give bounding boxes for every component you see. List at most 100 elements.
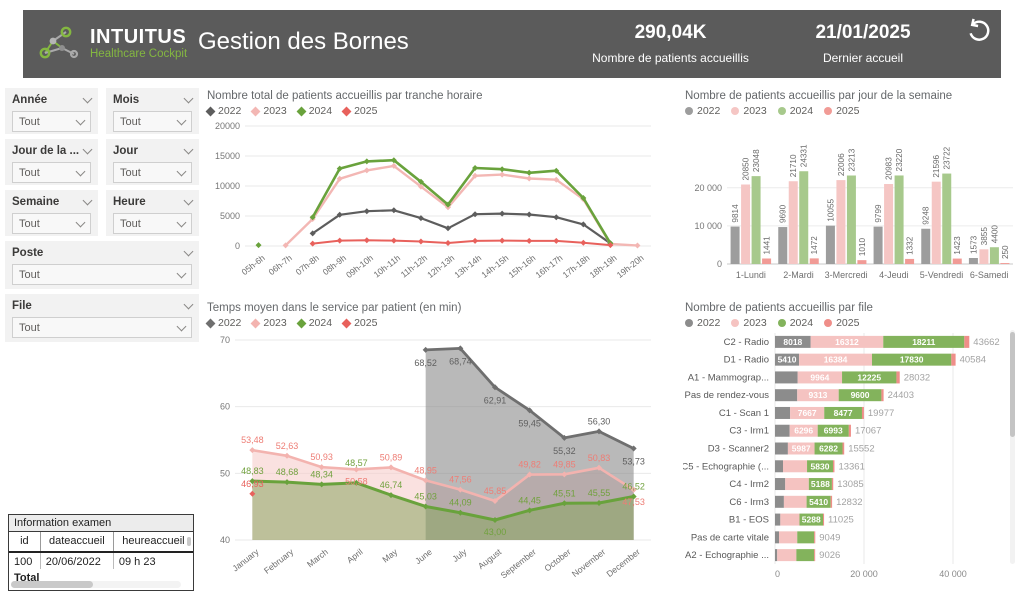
chevron-down-icon[interactable] xyxy=(82,93,93,104)
data-point-2025[interactable] xyxy=(363,237,370,244)
data-point-2023[interactable] xyxy=(553,176,560,183)
table-header-id[interactable]: id xyxy=(9,532,41,553)
legend-item-2023[interactable]: 2023 xyxy=(731,105,767,117)
segment-2025-d1-radio[interactable] xyxy=(951,353,956,366)
segment-2023-d1-radio[interactable] xyxy=(799,353,872,366)
data-point-2022[interactable] xyxy=(422,346,429,353)
filter-jour-dropdown[interactable]: Tout xyxy=(113,162,192,183)
chevron-down-icon[interactable] xyxy=(183,195,194,206)
data-point-2022[interactable] xyxy=(363,208,370,215)
data-point-2024[interactable] xyxy=(499,166,506,173)
data-point-2022[interactable] xyxy=(336,211,343,218)
data-point-2024[interactable] xyxy=(318,481,325,488)
data-point-2025[interactable] xyxy=(580,239,587,246)
bar-2024-5-vendredi[interactable] xyxy=(942,173,952,264)
filter-file-dropdown[interactable]: Tout xyxy=(12,317,192,338)
data-point-2025[interactable] xyxy=(526,237,533,244)
data-point-2023[interactable] xyxy=(336,175,343,182)
data-point-2024[interactable] xyxy=(630,493,637,500)
segment-2023-b1-eos[interactable] xyxy=(780,513,800,526)
legend-item-2023[interactable]: 2023 xyxy=(250,105,287,117)
segment-2024-b1-eos[interactable] xyxy=(799,513,824,526)
chevron-down-icon[interactable] xyxy=(183,299,194,310)
data-point-2025[interactable] xyxy=(553,237,560,244)
filter-poste-dropdown[interactable]: Tout xyxy=(12,264,192,285)
line-series-2023[interactable] xyxy=(252,448,635,503)
data-point-2023[interactable] xyxy=(596,464,602,471)
legend-item-2024[interactable]: 2024 xyxy=(777,105,813,117)
legend-item-2022[interactable]: 2022 xyxy=(205,105,241,117)
data-point-2022[interactable] xyxy=(472,211,479,218)
bar-2022-3-mercredi[interactable] xyxy=(825,225,835,264)
data-point-2024[interactable] xyxy=(553,167,560,174)
data-point-2023[interactable] xyxy=(630,486,637,493)
segment-2023-c2-radio[interactable] xyxy=(810,335,884,348)
segment-2022-c4-irm2[interactable] xyxy=(775,478,786,491)
temps-moyen-area-chart[interactable]: 40 50 60 70 January February March April May June… xyxy=(205,330,663,584)
undo-back-button[interactable] xyxy=(965,15,993,43)
line-series-2024[interactable] xyxy=(311,158,612,244)
legend-item-2025[interactable]: 2025 xyxy=(341,317,377,329)
data-point-2025[interactable] xyxy=(445,240,451,246)
data-point-2024[interactable] xyxy=(390,157,397,164)
segment-2022-c2-radio[interactable] xyxy=(775,335,811,348)
segment-2022-c5-echographie[interactable] xyxy=(775,460,784,473)
data-point-2024[interactable] xyxy=(580,195,587,201)
data-point-2024[interactable] xyxy=(457,509,464,516)
data-point-2024[interactable] xyxy=(417,178,424,185)
bar-2022-6-samedi[interactable] xyxy=(968,258,978,264)
bar-2023-6-samedi[interactable] xyxy=(979,249,989,264)
bar-2023-4-jeudi[interactable] xyxy=(884,184,894,264)
table-horizontal-scrollbar[interactable] xyxy=(11,581,181,588)
chevron-down-icon[interactable] xyxy=(82,144,93,155)
segment-2025-a1-mammograp[interactable] xyxy=(896,371,900,384)
legend-item-2024[interactable]: 2024 xyxy=(296,105,332,117)
segment-2025-d3-scanner2[interactable] xyxy=(842,442,845,455)
segment-2022-d1-radio[interactable] xyxy=(775,353,800,366)
legend-item-2023[interactable]: 2023 xyxy=(731,317,767,329)
data-point-2023[interactable] xyxy=(457,486,464,493)
table-header-heureaccueil[interactable]: heureaccueil xyxy=(113,532,193,553)
bar-2023-1-lundi[interactable] xyxy=(741,184,751,264)
chevron-down-icon[interactable] xyxy=(183,246,194,257)
table-row[interactable]: 100 20/06/2022 09 h 23 xyxy=(9,552,193,569)
bar-2024-2-mardi[interactable] xyxy=(799,171,809,264)
bar-2025-6-samedi[interactable] xyxy=(1000,263,1010,264)
segment-2023-c5-echographie[interactable] xyxy=(783,460,808,473)
data-point-2024[interactable] xyxy=(249,478,256,485)
data-point-2024[interactable] xyxy=(255,242,262,249)
data-point-2024[interactable] xyxy=(309,214,316,221)
legend-item-2023[interactable]: 2023 xyxy=(250,317,287,329)
segment-2023-c4-irm2[interactable] xyxy=(785,478,809,491)
data-point-2023[interactable] xyxy=(353,466,360,473)
segment-2022-a1-mammograp[interactable] xyxy=(775,371,798,384)
data-point-2023[interactable] xyxy=(390,162,397,169)
segment-2024-a2-echographie[interactable] xyxy=(796,549,815,562)
segment-2022-a2-echographie[interactable] xyxy=(775,549,778,562)
data-point-2023[interactable] xyxy=(363,167,370,174)
segment-2023-a1-mammograp[interactable] xyxy=(797,371,843,384)
bar-2025-3-mercredi[interactable] xyxy=(857,260,867,264)
segment-2023-pas-de-carte-vitale[interactable] xyxy=(779,531,798,544)
data-point-2022[interactable] xyxy=(630,445,637,452)
data-point-2024[interactable] xyxy=(472,165,479,171)
legend-item-2024[interactable]: 2024 xyxy=(296,317,332,329)
bar-2022-4-jeudi[interactable] xyxy=(873,226,883,264)
segment-2024-pas-de-rendez-vous[interactable] xyxy=(838,389,882,402)
data-point-2022[interactable] xyxy=(596,428,602,435)
bar-2025-5-vendredi[interactable] xyxy=(952,258,962,264)
bar-2023-2-mardi[interactable] xyxy=(788,181,798,264)
filter-mois-dropdown[interactable]: Tout xyxy=(113,111,192,132)
bar-2025-1-lundi[interactable] xyxy=(762,258,772,264)
segment-2024-d3-scanner2[interactable] xyxy=(814,442,843,455)
data-point-2025[interactable] xyxy=(309,240,316,247)
segment-2024-c2-radio[interactable] xyxy=(883,335,965,348)
bar-2022-5-vendredi[interactable] xyxy=(921,228,931,264)
segment-2023-pas-de-rendez-vous[interactable] xyxy=(797,389,839,402)
bar-2024-4-jeudi[interactable] xyxy=(894,175,904,264)
segment-2025-b1-eos[interactable] xyxy=(823,513,825,526)
data-point-2024[interactable] xyxy=(353,479,360,486)
segment-2025-c2-radio[interactable] xyxy=(964,335,970,348)
data-point-2025[interactable] xyxy=(390,237,397,244)
data-point-2022[interactable] xyxy=(309,230,316,237)
